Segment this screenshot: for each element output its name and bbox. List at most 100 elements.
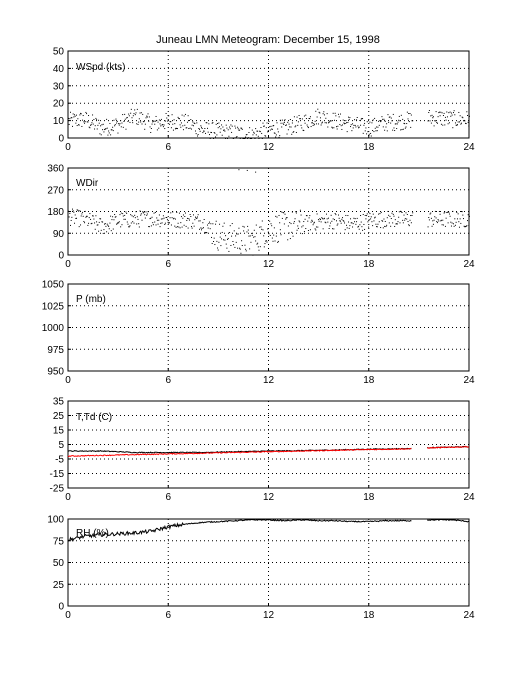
wdir-point [92, 215, 94, 217]
wspd-point [441, 112, 443, 114]
wspd-point [385, 126, 387, 128]
rh-ytick-label: 50 [53, 558, 65, 569]
wdir-point [176, 226, 178, 228]
wdir-point [380, 227, 382, 229]
wspd-point [277, 131, 279, 133]
wspd-point [469, 115, 470, 117]
wspd-point [96, 119, 98, 121]
wspd-point [161, 124, 163, 126]
wspd-point [131, 117, 133, 119]
wdir-point [217, 249, 219, 251]
wspd-point [192, 125, 194, 127]
wdir-point [182, 214, 184, 216]
wdir-point [128, 226, 130, 228]
wspd-point [315, 123, 317, 125]
wspd-point [219, 131, 221, 133]
wspd-point [390, 117, 392, 119]
wdir-point [232, 240, 234, 242]
wspd-point [148, 120, 150, 122]
wspd-point [112, 130, 114, 132]
wdir-point [326, 218, 328, 220]
wdir-point [158, 219, 160, 221]
wspd-point [233, 138, 235, 139]
wspd-point [255, 128, 257, 130]
pres-xtick-label: 12 [263, 375, 275, 386]
wspd-point [72, 113, 74, 115]
wdir-point [368, 219, 370, 221]
wdir-point [124, 214, 126, 216]
wspd-point [110, 134, 112, 136]
wdir-point [368, 226, 370, 228]
wdir-point [228, 250, 230, 252]
wdir-point [359, 224, 361, 226]
wspd-point [308, 117, 310, 119]
wspd-point [221, 134, 223, 136]
wdir-point [363, 223, 365, 225]
wspd-point [314, 120, 316, 122]
temp-ytick-label: 5 [58, 440, 64, 451]
wdir-point [406, 213, 408, 215]
wspd-point [283, 123, 285, 125]
wspd-point [319, 112, 321, 114]
wdir-point [178, 212, 180, 214]
wspd-point [294, 126, 296, 128]
wspd-point [382, 118, 384, 120]
wspd-point [438, 112, 440, 114]
wdir-point [271, 225, 273, 227]
wdir-point [80, 215, 82, 217]
wspd-point [313, 124, 315, 126]
wdir-point [244, 244, 246, 246]
wspd-point [320, 124, 322, 126]
wspd-point [133, 113, 135, 115]
pres-ytick-label: 1050 [42, 280, 65, 291]
wdir-point [77, 209, 79, 211]
wdir-point [179, 227, 181, 229]
temp-xtick-label: 12 [263, 492, 275, 503]
wdir-point [273, 227, 275, 229]
wspd-point [136, 123, 138, 125]
wspd-point [350, 124, 352, 126]
wdir-point [162, 215, 164, 217]
wspd-point [114, 125, 116, 127]
wspd-point [92, 114, 94, 116]
wspd-point [279, 119, 281, 121]
wspd-point [127, 120, 129, 122]
wspd-xtick-label: 18 [363, 142, 375, 153]
wspd-point [211, 132, 213, 134]
wspd-point [316, 116, 318, 118]
wdir-point [400, 210, 402, 212]
wdir-point [347, 215, 349, 217]
wdir-point [285, 218, 287, 220]
wdir-point [364, 228, 366, 230]
wdir-point [249, 235, 251, 237]
wdir-point [287, 225, 289, 227]
wdir-point [154, 211, 156, 213]
wspd-point [76, 114, 78, 116]
wdir-point [271, 237, 273, 239]
wspd-point [258, 138, 260, 139]
wdir-point [374, 216, 376, 218]
wspd-point [365, 127, 367, 129]
wspd-point [76, 125, 78, 127]
wspd-point [361, 117, 363, 119]
wdir-point [105, 225, 107, 227]
wspd-point [106, 127, 108, 129]
wdir-point [394, 219, 396, 221]
wdir-point [380, 211, 382, 213]
wdir-point [375, 223, 377, 225]
wspd-point [130, 108, 132, 110]
wdir-point [324, 221, 326, 223]
wspd-point [156, 119, 158, 121]
wspd-point [327, 126, 329, 128]
wspd-point [292, 131, 294, 133]
wspd-point [190, 119, 192, 121]
wspd-point [96, 128, 98, 130]
wspd-point [448, 122, 450, 124]
wdir-point [281, 217, 283, 219]
wspd-point [323, 111, 325, 113]
wdir-point [316, 213, 318, 215]
wspd-point [271, 128, 273, 130]
wspd-point [83, 121, 85, 123]
wspd-point [98, 119, 100, 121]
wdir-point [378, 221, 380, 223]
